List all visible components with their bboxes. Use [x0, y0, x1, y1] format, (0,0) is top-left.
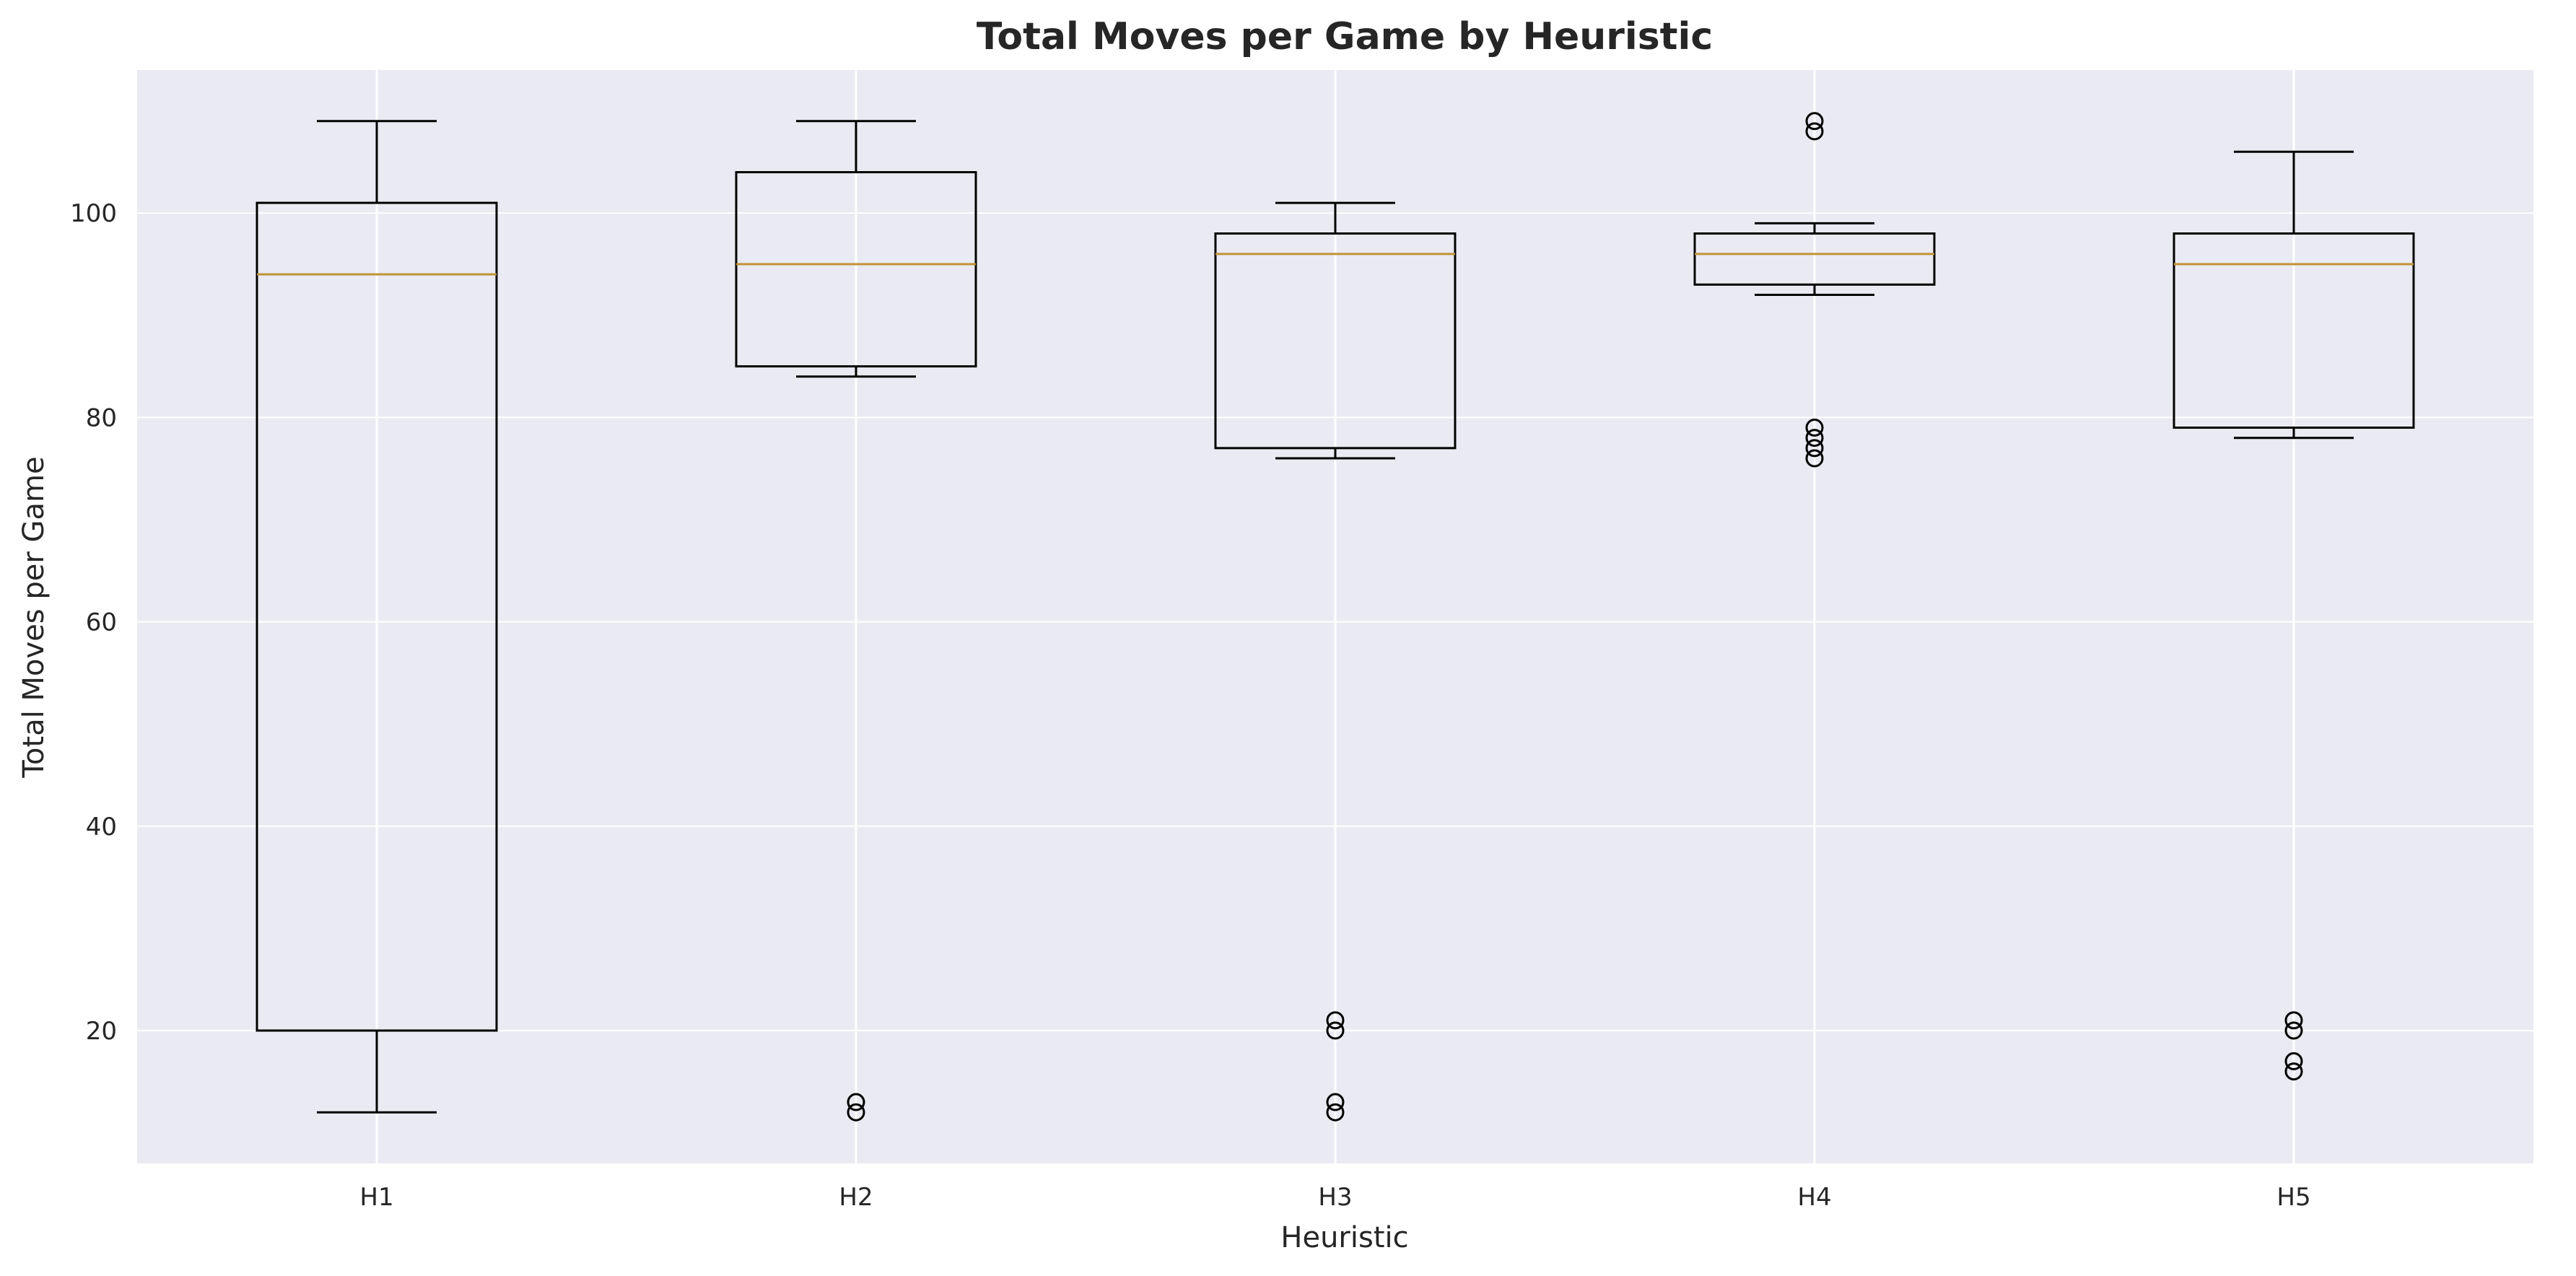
- outlier-point: [2284, 1021, 2303, 1040]
- y-tick-label: 60: [86, 608, 117, 637]
- outlier-point: [847, 1103, 865, 1122]
- chart-title: Total Moves per Game by Heuristic: [977, 15, 1713, 58]
- box-iqr: [735, 171, 977, 368]
- x-axis-label: Heuristic: [1280, 1221, 1408, 1254]
- box-group: [256, 120, 498, 1114]
- y-axis-label: Total Moves per Game: [17, 456, 51, 778]
- box-iqr: [256, 201, 498, 1032]
- boxes: [256, 112, 2415, 1122]
- y-tick-label: 20: [86, 1017, 117, 1046]
- x-tick-label: H1: [359, 1183, 393, 1212]
- outlier-point: [1805, 449, 1824, 468]
- outlier-point: [1326, 1103, 1345, 1122]
- outlier-point: [2284, 1062, 2303, 1081]
- outlier-point: [1326, 1021, 1345, 1040]
- x-tick-label: H2: [839, 1183, 873, 1212]
- y-tick-label: 80: [86, 403, 117, 432]
- x-tick-label: H3: [1318, 1183, 1352, 1212]
- box-group: [735, 120, 977, 1122]
- outlier-point: [1805, 419, 1824, 437]
- box-group: [2173, 150, 2415, 1081]
- box-iqr: [1693, 232, 1936, 286]
- outlier-point: [1805, 122, 1824, 141]
- outlier-point: [1805, 429, 1824, 447]
- outlier-point: [1326, 1093, 1345, 1111]
- y-tick-label: 100: [70, 199, 117, 228]
- grid-lines: [137, 70, 2533, 1163]
- tick-labels: 20 40 60 80 100 H1 H2 H3 H4 H5: [70, 199, 2311, 1212]
- y-tick-label: 40: [86, 813, 117, 842]
- x-tick-label: H5: [2276, 1183, 2310, 1212]
- box-group: [1693, 112, 1936, 468]
- outlier-point: [1805, 439, 1824, 458]
- outlier-point: [847, 1093, 865, 1111]
- outlier-point: [1326, 1011, 1345, 1030]
- outlier-point: [2284, 1052, 2303, 1070]
- box-group: [1214, 201, 1457, 1122]
- x-tick-label: H4: [1797, 1183, 1831, 1212]
- outlier-point: [1805, 112, 1824, 131]
- box-iqr: [1214, 232, 1457, 450]
- box-iqr: [2173, 232, 2415, 429]
- outlier-point: [2284, 1011, 2303, 1030]
